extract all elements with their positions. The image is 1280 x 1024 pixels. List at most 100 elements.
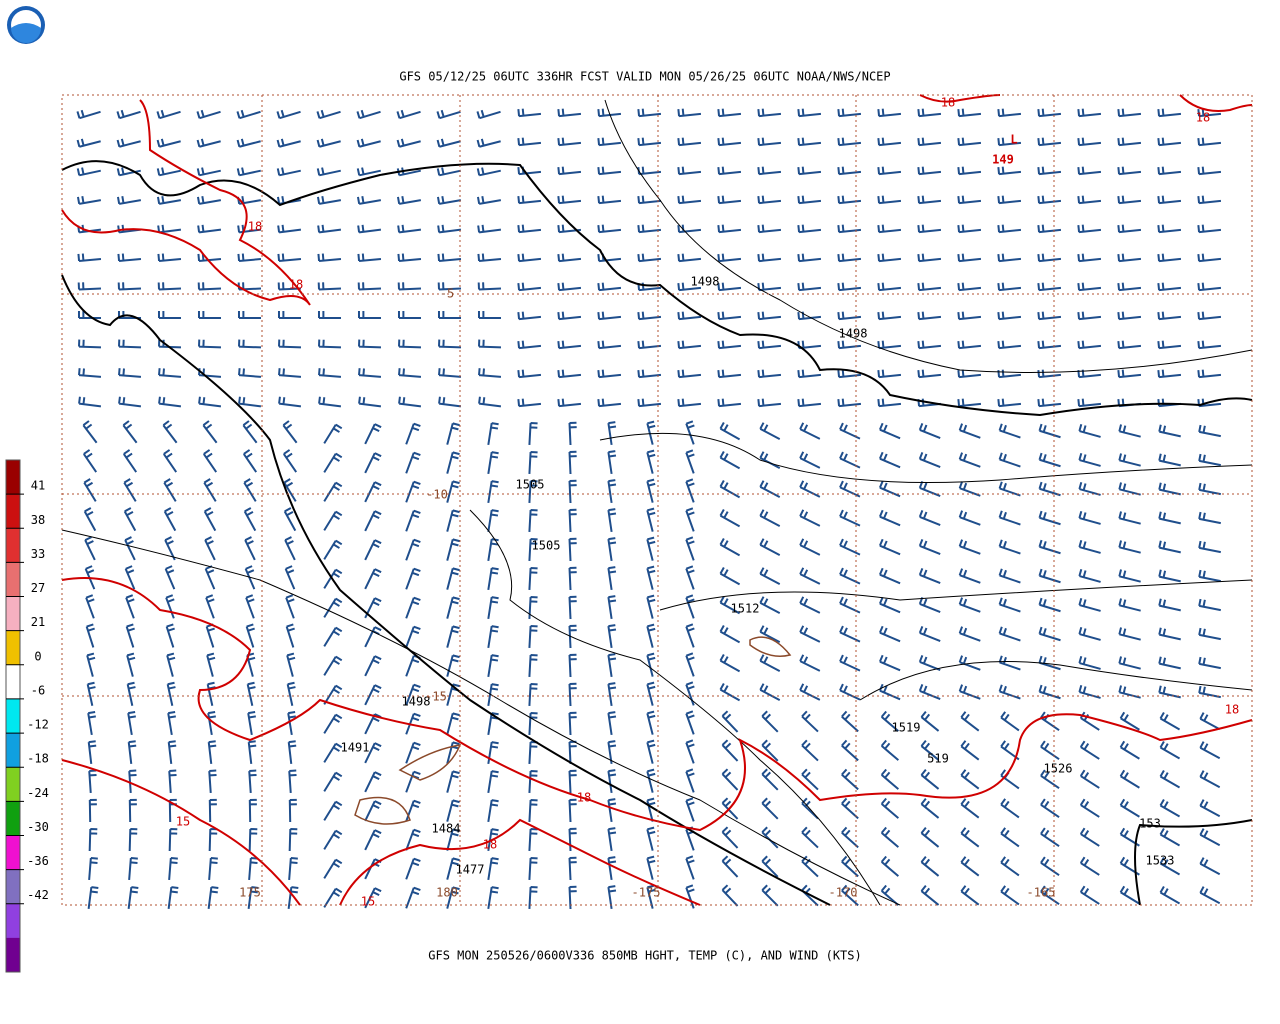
wind-barb bbox=[1157, 282, 1182, 292]
wind-barb bbox=[917, 311, 942, 321]
wind-barb bbox=[1000, 827, 1020, 848]
wind-barb bbox=[517, 369, 542, 379]
wind-barb bbox=[1118, 569, 1141, 583]
wind-barb bbox=[1118, 598, 1141, 612]
wind-barb bbox=[918, 655, 941, 672]
wind-barb bbox=[839, 654, 861, 672]
wind-barb bbox=[957, 340, 982, 350]
wind-barb bbox=[323, 800, 343, 821]
wind-barb bbox=[528, 596, 538, 620]
contour-label: L bbox=[1010, 133, 1017, 147]
wind-barb bbox=[207, 711, 216, 736]
wind-barb bbox=[839, 683, 861, 701]
wind-barb bbox=[318, 368, 342, 378]
wind-barb bbox=[87, 886, 99, 910]
wind-barb bbox=[244, 536, 256, 561]
wind-barb bbox=[677, 369, 702, 379]
wind-barb bbox=[1040, 827, 1060, 848]
wind-barb bbox=[685, 797, 695, 822]
wind-barb bbox=[317, 224, 342, 234]
wind-barb bbox=[487, 857, 499, 881]
wind-barb bbox=[236, 138, 261, 148]
wind-barb bbox=[1077, 166, 1102, 176]
wind-barb bbox=[917, 253, 942, 263]
wind-barb bbox=[797, 224, 822, 234]
wind-barb bbox=[405, 741, 421, 764]
wind-barb bbox=[677, 108, 702, 118]
wind-barb bbox=[316, 109, 341, 120]
wind-barb bbox=[446, 828, 460, 851]
wind-barb bbox=[685, 594, 695, 619]
wind-barb bbox=[837, 282, 862, 292]
wind-barb bbox=[607, 479, 617, 504]
wind-barb bbox=[157, 311, 182, 320]
wind-barb bbox=[958, 539, 981, 555]
wind-barb bbox=[405, 886, 421, 909]
wind-barb bbox=[405, 683, 421, 706]
wind-barb bbox=[799, 683, 821, 701]
wind-barb bbox=[528, 828, 538, 852]
wind-barb bbox=[607, 595, 617, 620]
wind-barb bbox=[719, 654, 741, 673]
wind-barb bbox=[317, 311, 342, 320]
wind-barb bbox=[318, 396, 342, 408]
wind-barb bbox=[436, 138, 461, 148]
wind-barb bbox=[528, 712, 538, 736]
wind-barb bbox=[568, 566, 577, 591]
wind-barb bbox=[83, 507, 97, 532]
wind-barb bbox=[877, 253, 902, 263]
wind-barb bbox=[685, 565, 695, 590]
wind-barb bbox=[719, 625, 741, 644]
contour-label: 1533 bbox=[1146, 854, 1175, 868]
colorbar: 41 38 33 27 21 0 -6 -12 -18 -24 -30 -36 -42 bbox=[5, 459, 49, 973]
wind-barb bbox=[88, 798, 97, 823]
wind-barb bbox=[646, 594, 656, 619]
wind-barb bbox=[880, 797, 900, 819]
wind-barb bbox=[276, 196, 302, 205]
wind-barb bbox=[837, 398, 862, 408]
wind-barb bbox=[607, 711, 617, 736]
wind-barb bbox=[721, 797, 739, 820]
wind-barb bbox=[839, 625, 861, 643]
wind-barb bbox=[236, 109, 261, 120]
wind-barb bbox=[323, 858, 343, 879]
wind-barb bbox=[717, 369, 742, 379]
wind-barb bbox=[358, 339, 382, 349]
map-frame bbox=[61, 94, 1253, 906]
wind-barb bbox=[287, 886, 299, 910]
wind-barb bbox=[198, 339, 222, 349]
wind-barb bbox=[677, 282, 702, 292]
wind-barb bbox=[1157, 253, 1182, 263]
wind-barb bbox=[446, 857, 460, 880]
wind-barb bbox=[877, 282, 902, 292]
wind-barb bbox=[236, 167, 261, 177]
wind-barb bbox=[396, 196, 422, 205]
wind-barb bbox=[1159, 856, 1181, 876]
wind-barb bbox=[323, 510, 343, 531]
wind-barb bbox=[1197, 166, 1222, 176]
wind-barb bbox=[157, 224, 182, 234]
contour-label: 1491 bbox=[341, 741, 370, 755]
wind-barb bbox=[607, 508, 617, 533]
wind-barb bbox=[797, 369, 822, 379]
wind-barb bbox=[396, 109, 421, 120]
wind-barb bbox=[1079, 856, 1100, 876]
wind-barb bbox=[86, 681, 96, 706]
wind-barb bbox=[156, 138, 181, 148]
wind-barb bbox=[1158, 511, 1181, 525]
wind-barb bbox=[717, 340, 742, 350]
contour-label: 1498 bbox=[691, 275, 720, 289]
wind-barb bbox=[206, 681, 216, 706]
wind-barb bbox=[158, 396, 182, 408]
wind-barb bbox=[405, 828, 421, 851]
wind-barb bbox=[203, 507, 217, 532]
wind-barb bbox=[77, 282, 102, 291]
wind-barb bbox=[957, 108, 982, 118]
wind-barb bbox=[168, 828, 178, 852]
colorbar-swatch bbox=[6, 801, 20, 836]
wind-barb bbox=[1157, 166, 1182, 176]
contour-label: 18 bbox=[1225, 703, 1239, 717]
wind-barb bbox=[837, 195, 862, 205]
wind-barb bbox=[801, 739, 819, 762]
wind-barb bbox=[1197, 253, 1222, 263]
